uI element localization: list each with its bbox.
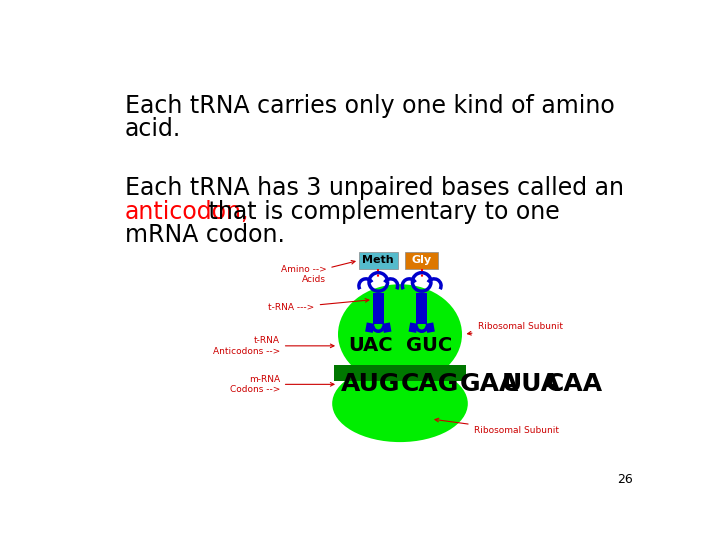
Text: Each tRNA has 3 unpaired bases called an: Each tRNA has 3 unpaired bases called an xyxy=(125,177,624,200)
Bar xyxy=(426,322,435,333)
Text: CAA: CAA xyxy=(546,373,603,396)
Text: CAG: CAG xyxy=(400,373,459,396)
FancyBboxPatch shape xyxy=(359,252,397,269)
Text: mRNA codon.: mRNA codon. xyxy=(125,222,284,247)
Bar xyxy=(416,293,427,323)
Text: Ribosomal Subunit: Ribosomal Subunit xyxy=(435,418,559,435)
Text: t-RNA
Anticodons -->: t-RNA Anticodons --> xyxy=(212,336,334,355)
Text: UAC: UAC xyxy=(348,336,393,355)
Text: that is complementary to one: that is complementary to one xyxy=(201,200,559,224)
Text: 26: 26 xyxy=(617,473,632,486)
Text: anticodon,: anticodon, xyxy=(125,200,249,224)
Text: Meth: Meth xyxy=(362,255,394,265)
Bar xyxy=(408,322,418,333)
Text: AUG: AUG xyxy=(341,373,400,396)
Text: Gly: Gly xyxy=(412,255,432,265)
Text: Amino -->
Acids: Amino --> Acids xyxy=(281,260,355,284)
Ellipse shape xyxy=(332,365,468,442)
Text: Ribosomal Subunit: Ribosomal Subunit xyxy=(467,322,562,335)
Text: acid.: acid. xyxy=(125,117,181,141)
Bar xyxy=(382,322,392,333)
Text: GAA: GAA xyxy=(459,373,519,396)
Ellipse shape xyxy=(338,284,462,384)
Text: UUA: UUA xyxy=(502,373,562,396)
Bar xyxy=(365,322,374,333)
Text: GUC: GUC xyxy=(406,336,453,355)
FancyBboxPatch shape xyxy=(405,252,438,269)
FancyBboxPatch shape xyxy=(334,365,466,381)
Bar xyxy=(373,293,384,323)
Text: m-RNA
Codons -->: m-RNA Codons --> xyxy=(230,375,334,394)
Text: t-RNA --->: t-RNA ---> xyxy=(269,299,369,312)
Text: Each tRNA carries only one kind of amino: Each tRNA carries only one kind of amino xyxy=(125,94,615,118)
